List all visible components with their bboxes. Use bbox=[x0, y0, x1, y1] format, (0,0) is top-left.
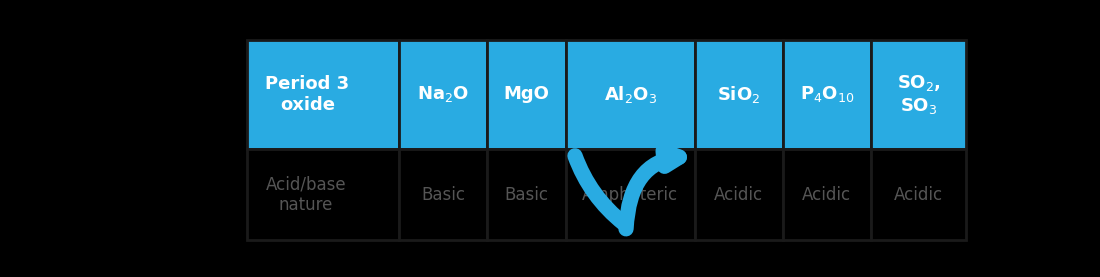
Text: Acidic: Acidic bbox=[714, 186, 763, 204]
Text: Amphoteric: Amphoteric bbox=[582, 186, 679, 204]
Text: Acidic: Acidic bbox=[894, 186, 943, 204]
Text: Basic: Basic bbox=[504, 186, 548, 204]
Text: SiO$_2$: SiO$_2$ bbox=[717, 84, 760, 105]
Bar bbox=[487, 40, 565, 149]
Text: Acid/base
nature: Acid/base nature bbox=[265, 175, 346, 214]
Bar bbox=[246, 149, 399, 240]
Bar bbox=[871, 149, 966, 240]
Text: Basic: Basic bbox=[421, 186, 465, 204]
Text: P$_4$O$_{10}$: P$_4$O$_{10}$ bbox=[800, 84, 855, 104]
Text: Al$_2$O$_3$: Al$_2$O$_3$ bbox=[604, 84, 657, 105]
Bar bbox=[399, 40, 487, 149]
Bar bbox=[871, 40, 966, 149]
Bar bbox=[565, 40, 695, 149]
Text: Acidic: Acidic bbox=[802, 186, 851, 204]
Bar bbox=[783, 149, 871, 240]
Bar bbox=[695, 149, 783, 240]
Bar bbox=[695, 40, 783, 149]
Bar bbox=[399, 149, 487, 240]
Text: Na$_2$O: Na$_2$O bbox=[417, 84, 469, 104]
Text: Period 3
oxide: Period 3 oxide bbox=[265, 75, 350, 114]
Bar bbox=[246, 40, 399, 149]
Bar bbox=[565, 149, 695, 240]
Bar bbox=[783, 40, 871, 149]
Text: SO$_2$,
SO$_3$: SO$_2$, SO$_3$ bbox=[896, 73, 940, 116]
Text: MgO: MgO bbox=[504, 85, 549, 103]
Bar bbox=[487, 149, 565, 240]
